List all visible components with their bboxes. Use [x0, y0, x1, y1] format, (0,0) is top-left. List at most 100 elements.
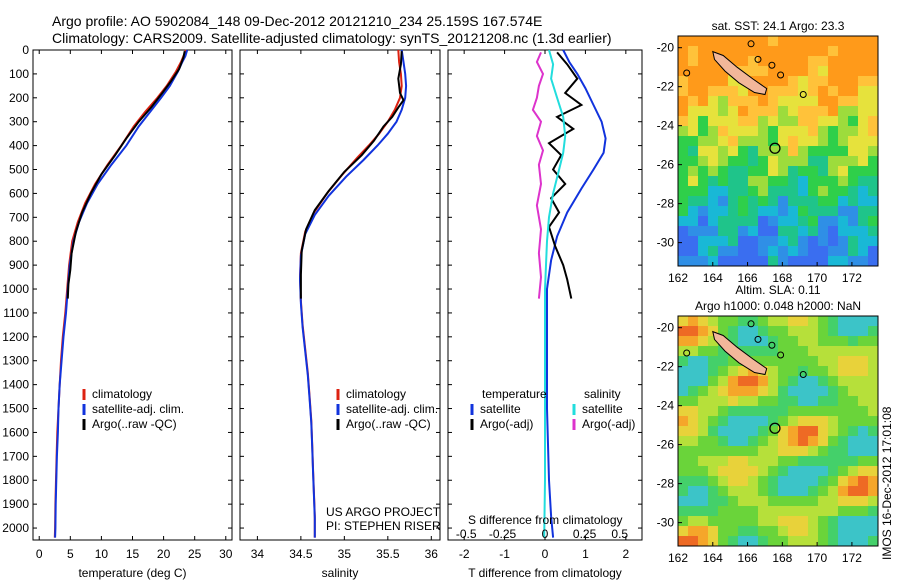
- map-cell: [828, 456, 839, 467]
- map-cell: [868, 536, 879, 547]
- map-cell: [778, 486, 789, 497]
- map-cell: [768, 176, 779, 187]
- map-cell: [678, 226, 689, 237]
- map-cell: [808, 216, 819, 227]
- map-cell: [798, 386, 809, 397]
- map-cell: [858, 106, 869, 117]
- map-cell: [688, 526, 699, 537]
- map-cell: [808, 156, 819, 167]
- map-cell: [738, 436, 749, 447]
- map-cell: [838, 166, 849, 177]
- map-cell: [788, 476, 799, 487]
- map-cell: [798, 326, 809, 337]
- map-cell: [718, 476, 729, 487]
- map-cell: [838, 356, 849, 367]
- map-cell: [678, 346, 689, 357]
- map-cell: [758, 196, 769, 207]
- map-cell: [828, 226, 839, 237]
- map-cell: [708, 176, 719, 187]
- map-cell: [688, 516, 699, 527]
- map-cell: [738, 516, 749, 527]
- map-cell: [688, 356, 699, 367]
- map-cell: [788, 206, 799, 217]
- y-tick-label: 600: [9, 186, 29, 200]
- map-cell: [808, 246, 819, 257]
- map-cell: [848, 226, 859, 237]
- map-cell: [848, 206, 859, 217]
- map-cell: [758, 346, 769, 357]
- map-cell: [778, 346, 789, 357]
- map-cell: [748, 186, 759, 197]
- x-axis-label: temperature (deg C): [78, 566, 186, 580]
- x-tick-label: 1: [582, 547, 589, 561]
- map-cell: [768, 36, 779, 47]
- map-cell: [728, 396, 739, 407]
- map-cell: [828, 496, 839, 507]
- map-cell: [738, 476, 749, 487]
- map-cell: [718, 346, 729, 357]
- map-cell: [808, 206, 819, 217]
- map-cell: [738, 376, 749, 387]
- map-cell: [738, 96, 749, 107]
- map-cell: [738, 446, 749, 457]
- map-cell: [708, 376, 719, 387]
- map-cell: [738, 116, 749, 127]
- map-cell: [738, 256, 749, 267]
- map-cell: [738, 106, 749, 117]
- map-cell: [788, 386, 799, 397]
- map-cell: [808, 96, 819, 107]
- legend-label: satellite-adj. clim.: [346, 402, 438, 416]
- map-cell: [788, 76, 799, 87]
- map-cell: [748, 476, 759, 487]
- map-cell: [768, 476, 779, 487]
- x-tick-label: 30: [219, 547, 233, 561]
- map-cell: [798, 196, 809, 207]
- map-cell: [738, 366, 749, 377]
- map-cell: [838, 156, 849, 167]
- map-cell: [788, 436, 799, 447]
- map-cell: [848, 326, 859, 337]
- map-cell: [708, 136, 719, 147]
- map-cell: [798, 206, 809, 217]
- map-cell: [838, 196, 849, 207]
- map-cell: [688, 196, 699, 207]
- map-cell: [708, 56, 719, 67]
- map-cell: [678, 316, 689, 327]
- map-cell: [698, 186, 709, 197]
- legend-label: Argo(-adj): [480, 417, 533, 431]
- map-cell: [718, 376, 729, 387]
- map-cell: [748, 416, 759, 427]
- map-cell: [798, 466, 809, 477]
- map-cell: [768, 206, 779, 217]
- map-cell: [688, 236, 699, 247]
- map-cell: [768, 506, 779, 517]
- map-cell: [758, 226, 769, 237]
- map-cell: [788, 326, 799, 337]
- map-cell: [678, 466, 689, 477]
- map-cell: [858, 56, 869, 67]
- map-cell: [828, 516, 839, 527]
- map-cell: [858, 66, 869, 77]
- map-cell: [718, 366, 729, 377]
- map-cell: [768, 156, 779, 167]
- map-cell: [808, 336, 819, 347]
- map-cell: [708, 516, 719, 527]
- x-tick-label-top: 0: [542, 527, 549, 541]
- map-cell: [758, 376, 769, 387]
- map-cell: [738, 326, 749, 337]
- map-cell: [748, 386, 759, 397]
- map-cell: [738, 226, 749, 237]
- map-cell: [858, 436, 869, 447]
- map-cell: [728, 36, 739, 47]
- map-cell: [708, 316, 719, 327]
- map-cell: [728, 256, 739, 267]
- map-cell: [808, 116, 819, 127]
- map-cell: [808, 376, 819, 387]
- map-cell: [788, 396, 799, 407]
- map-cell: [798, 536, 809, 547]
- map-cell: [778, 176, 789, 187]
- map-cell: [768, 456, 779, 467]
- map-cell: [788, 136, 799, 147]
- map-cell: [678, 206, 689, 217]
- map-cell: [768, 136, 779, 147]
